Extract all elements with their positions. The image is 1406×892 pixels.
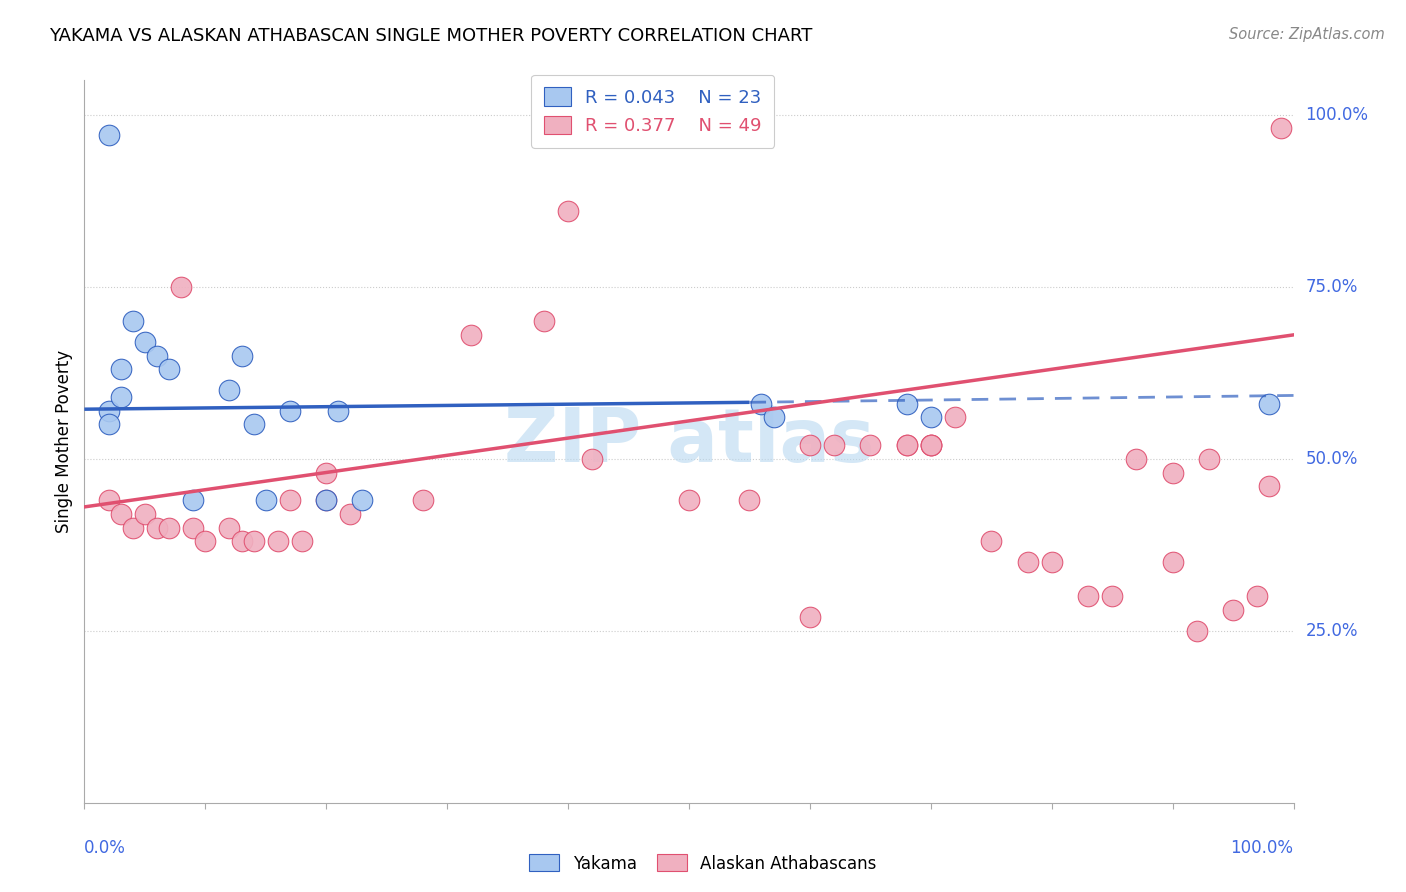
Point	[315, 466, 337, 480]
Point	[920, 438, 942, 452]
Point	[181, 520, 204, 534]
Point	[678, 493, 700, 508]
Point	[328, 403, 350, 417]
Point	[1246, 590, 1268, 604]
Point	[799, 610, 821, 624]
Point	[1161, 555, 1184, 569]
Point	[920, 410, 942, 425]
Point	[762, 410, 785, 425]
Point	[943, 410, 966, 425]
Point	[581, 451, 603, 466]
Y-axis label: Single Mother Poverty: Single Mother Poverty	[55, 350, 73, 533]
Point	[1125, 451, 1147, 466]
Text: 50.0%: 50.0%	[1306, 450, 1358, 467]
Point	[110, 362, 132, 376]
Point	[110, 507, 132, 521]
Point	[1101, 590, 1123, 604]
Point	[278, 493, 301, 508]
Point	[896, 397, 918, 411]
Point	[896, 438, 918, 452]
Point	[121, 314, 143, 328]
Point	[231, 534, 253, 549]
Point	[533, 314, 555, 328]
Point	[97, 128, 120, 143]
Point	[181, 493, 204, 508]
Point	[1161, 466, 1184, 480]
Point	[352, 493, 374, 508]
Point	[1040, 555, 1063, 569]
Point	[315, 493, 337, 508]
Point	[194, 534, 217, 549]
Point	[157, 362, 180, 376]
Point	[231, 349, 253, 363]
Point	[738, 493, 761, 508]
Text: 0.0%: 0.0%	[84, 838, 127, 857]
Point	[1270, 121, 1292, 136]
Text: 100.0%: 100.0%	[1306, 105, 1368, 124]
Point	[1185, 624, 1208, 638]
Point	[97, 493, 120, 508]
Point	[218, 383, 240, 397]
Text: 100.0%: 100.0%	[1230, 838, 1294, 857]
Point	[157, 520, 180, 534]
Point	[134, 334, 156, 349]
Point	[557, 204, 579, 219]
Point	[1222, 603, 1244, 617]
Text: Source: ZipAtlas.com: Source: ZipAtlas.com	[1229, 27, 1385, 42]
Text: 25.0%: 25.0%	[1306, 622, 1358, 640]
Point	[110, 390, 132, 404]
Point	[242, 534, 264, 549]
Point	[134, 507, 156, 521]
Legend: R = 0.043    N = 23, R = 0.377    N = 49: R = 0.043 N = 23, R = 0.377 N = 49	[531, 75, 775, 148]
Point	[278, 403, 301, 417]
Point	[1258, 397, 1281, 411]
Point	[254, 493, 277, 508]
Legend: Yakama, Alaskan Athabascans: Yakama, Alaskan Athabascans	[523, 847, 883, 880]
Text: YAKAMA VS ALASKAN ATHABASCAN SINGLE MOTHER POVERTY CORRELATION CHART: YAKAMA VS ALASKAN ATHABASCAN SINGLE MOTH…	[49, 27, 813, 45]
Point	[121, 520, 143, 534]
Point	[751, 397, 773, 411]
Point	[97, 417, 120, 432]
Point	[1077, 590, 1099, 604]
Point	[315, 493, 337, 508]
Point	[1198, 451, 1220, 466]
Point	[242, 417, 264, 432]
Point	[920, 438, 942, 452]
Point	[146, 349, 169, 363]
Point	[799, 438, 821, 452]
Text: ZIP atlas: ZIP atlas	[503, 405, 875, 478]
Point	[267, 534, 290, 549]
Point	[218, 520, 240, 534]
Point	[823, 438, 845, 452]
Point	[896, 438, 918, 452]
Point	[339, 507, 361, 521]
Point	[1017, 555, 1039, 569]
Point	[170, 279, 193, 293]
Point	[291, 534, 314, 549]
Point	[412, 493, 434, 508]
Point	[1258, 479, 1281, 493]
Text: 75.0%: 75.0%	[1306, 277, 1358, 296]
Point	[859, 438, 882, 452]
Point	[980, 534, 1002, 549]
Point	[460, 327, 482, 342]
Point	[146, 520, 169, 534]
Point	[97, 403, 120, 417]
Point	[920, 438, 942, 452]
